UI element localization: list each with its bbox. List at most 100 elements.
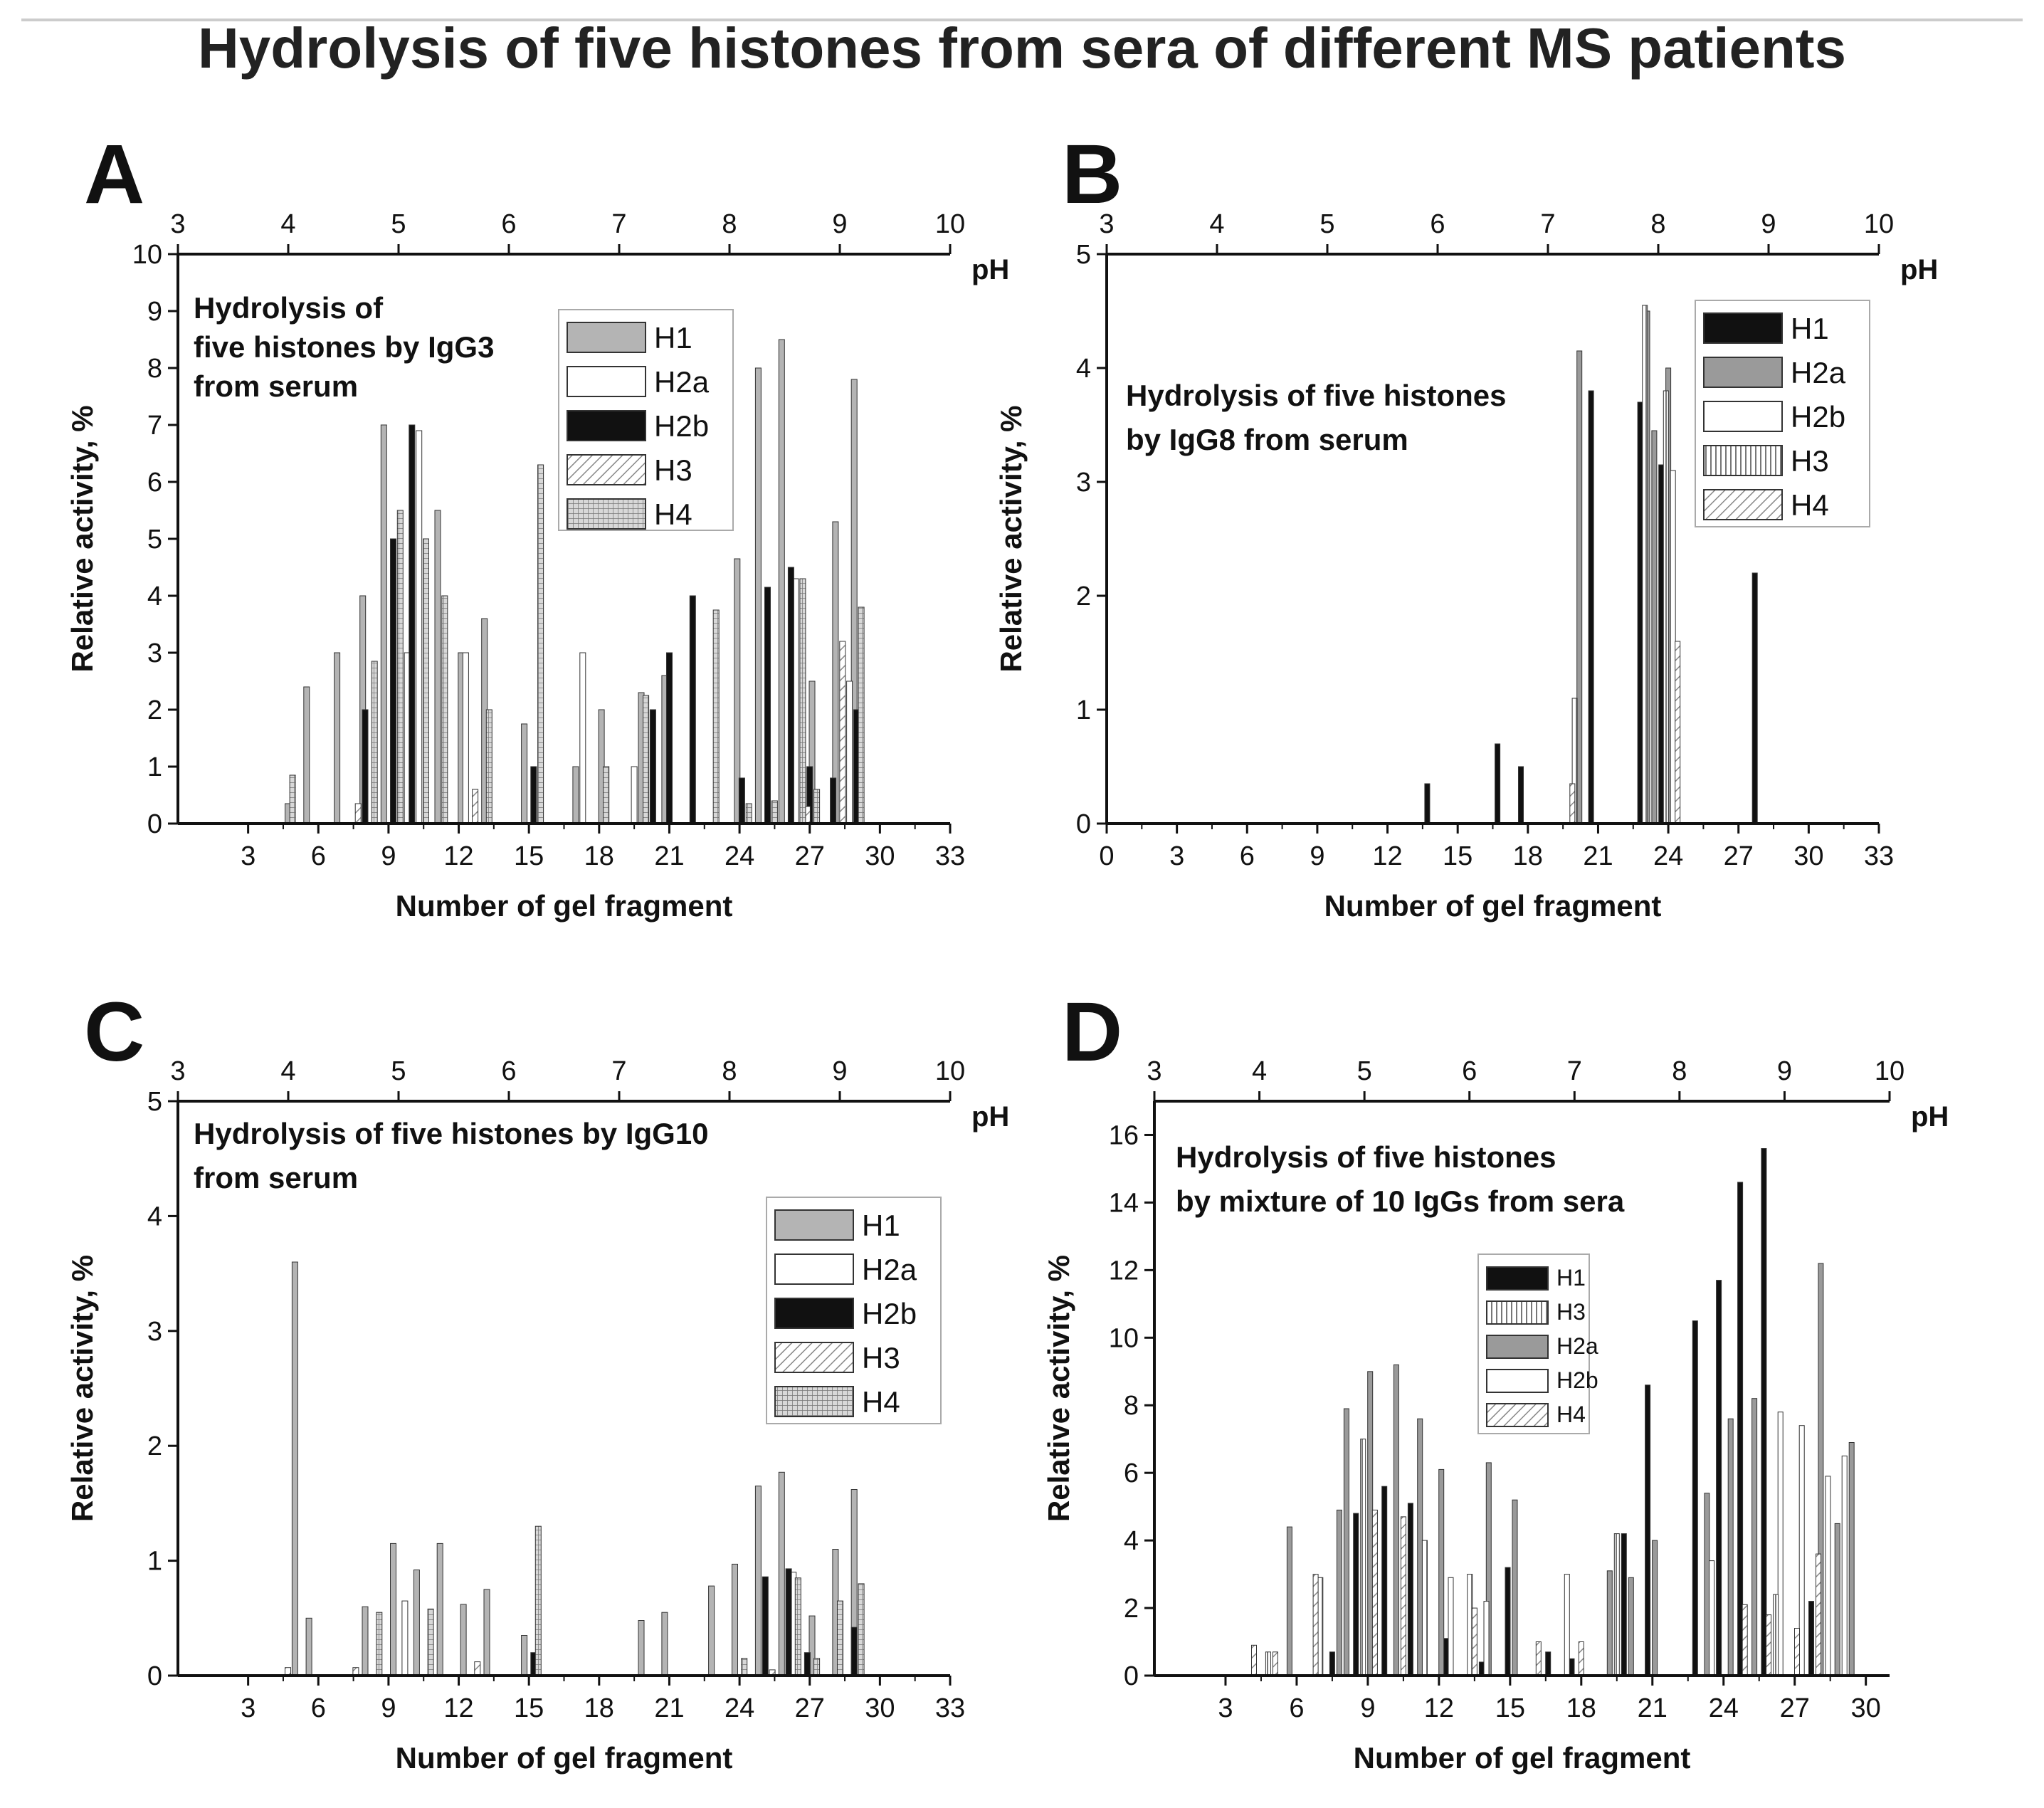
legend-label-h2b: H2b xyxy=(1556,1367,1598,1393)
bar-h1-3 xyxy=(1588,390,1594,824)
y-axis-label: Relative activity, % xyxy=(994,405,1028,672)
ph-tick-label: 8 xyxy=(1650,209,1665,239)
x-tick-label: 12 xyxy=(1424,1693,1454,1723)
bar-h1-1 xyxy=(1495,743,1501,824)
x-tick-label: 3 xyxy=(1218,1693,1233,1723)
figure-title: Hydrolysis of five histones from sera of… xyxy=(198,16,1846,80)
bar-h2a-0 xyxy=(401,1600,409,1676)
bar-h1-0 xyxy=(291,1261,298,1676)
panel-annotation: Hydrolysis of five histones by IgG10 xyxy=(194,1117,709,1150)
bar-h2a-16 xyxy=(1834,1523,1840,1676)
bar-h1-10 xyxy=(661,1612,668,1676)
x-tick-label: 0 xyxy=(1099,841,1114,871)
y-tick-label: 4 xyxy=(1076,354,1091,384)
bar-h4-6 xyxy=(1535,1641,1542,1676)
bar-h1-2 xyxy=(334,652,341,824)
bar-h4-5 xyxy=(485,709,492,824)
bar-h4-0 xyxy=(1569,783,1576,824)
x-tick-label: 15 xyxy=(514,841,544,871)
y-tick-label: 3 xyxy=(147,1317,162,1347)
bar-h2b-7 xyxy=(738,777,745,824)
x-tick-label: 27 xyxy=(1724,841,1754,871)
bar-h2a-8 xyxy=(1512,1499,1518,1676)
bar-h4-11 xyxy=(771,800,778,824)
y-tick-label: 8 xyxy=(147,354,162,384)
bar-h3-1 xyxy=(1642,305,1648,824)
bar-h3-0 xyxy=(1265,1651,1271,1676)
y-tick-label: 6 xyxy=(1124,1459,1139,1488)
bar-h1-13 xyxy=(1737,1182,1744,1676)
y-tick-label: 6 xyxy=(147,468,162,498)
y-tick-label: 2 xyxy=(147,695,162,725)
ph-tick-label: 4 xyxy=(1252,1056,1267,1086)
x-tick-label: 27 xyxy=(1780,1693,1810,1723)
y-tick-label: 5 xyxy=(147,1087,162,1117)
legend-label-h1: H1 xyxy=(1556,1265,1586,1291)
x-tick-label: 6 xyxy=(1289,1693,1304,1723)
bar-h2a-10 xyxy=(1628,1577,1634,1676)
bar-h2a-1 xyxy=(1336,1509,1342,1676)
y-tick-label: 2 xyxy=(1124,1594,1139,1624)
bar-h4-4 xyxy=(794,1577,801,1676)
x-tick-label: 33 xyxy=(935,841,965,871)
ph-tick-label: 7 xyxy=(611,1056,626,1086)
x-axis-label: Number of gel fragment xyxy=(396,1741,733,1775)
bar-h1-6 xyxy=(1751,572,1758,824)
legend-label-h2a: H2a xyxy=(1791,356,1846,389)
bar-h2b-3 xyxy=(804,1652,811,1676)
y-tick-label: 12 xyxy=(1109,1256,1139,1286)
bar-h1-9 xyxy=(572,766,579,824)
x-tick-label: 12 xyxy=(443,841,473,871)
bar-h1-11 xyxy=(708,1585,715,1676)
bar-h2a-13 xyxy=(1727,1418,1734,1676)
bar-h2b-3 xyxy=(530,766,537,824)
bar-h4-10 xyxy=(745,803,752,824)
legend-swatch-h3 xyxy=(774,1342,854,1373)
bar-h2b-1 xyxy=(762,1576,769,1676)
panel-letter-c: C xyxy=(84,985,144,1079)
ph-tick-label: 6 xyxy=(501,209,516,239)
bar-h4-9 xyxy=(712,609,720,824)
bar-h3-4 xyxy=(1467,1574,1473,1676)
bar-h2b-6 xyxy=(689,595,696,824)
bar-h1-13 xyxy=(754,1486,762,1676)
bar-h3-1 xyxy=(1317,1577,1324,1676)
bar-h4-10 xyxy=(1794,1628,1800,1676)
legend-swatch-h2a xyxy=(1703,357,1783,388)
legend-label-h2a: H2a xyxy=(862,1253,917,1286)
bar-h2a-2 xyxy=(462,652,469,824)
bar-h4-7 xyxy=(858,1583,865,1676)
legend-label-h2b: H2b xyxy=(1791,400,1845,433)
bar-h4-1 xyxy=(371,661,378,824)
x-tick-label: 15 xyxy=(514,1693,544,1723)
bar-h4-0 xyxy=(289,774,296,824)
y-tick-label: 3 xyxy=(1076,468,1091,498)
legend-swatch-h2b xyxy=(1703,401,1783,432)
bar-h1-2 xyxy=(1518,766,1524,824)
legend-label-h1: H1 xyxy=(862,1209,900,1242)
bar-h2b-0 xyxy=(1448,1577,1454,1676)
legend-swatch-h2b xyxy=(1486,1369,1549,1393)
bar-h1-12 xyxy=(1716,1280,1722,1676)
bar-h1-5 xyxy=(436,1542,443,1676)
bar-h2b-2 xyxy=(409,424,416,824)
y-tick-label: 1 xyxy=(1076,695,1091,725)
bar-h2b-1 xyxy=(390,538,396,824)
bar-h2a-0 xyxy=(1286,1526,1292,1676)
x-tick-label: 24 xyxy=(725,1693,754,1723)
bar-h1-5 xyxy=(1478,1661,1485,1676)
legend-swatch-h4 xyxy=(774,1386,854,1417)
bar-h1-6 xyxy=(1505,1567,1511,1676)
bar-h2b-4 xyxy=(850,1626,858,1676)
bar-h4-1 xyxy=(427,1608,434,1676)
x-tick-label: 6 xyxy=(311,841,326,871)
legend-label-h2a: H2a xyxy=(1556,1333,1598,1359)
bar-h1-7 xyxy=(483,1589,490,1676)
x-tick-label: 24 xyxy=(1709,1693,1739,1723)
bar-h2b-3 xyxy=(1709,1560,1715,1676)
bar-h2a-2 xyxy=(1651,430,1658,824)
ph-axis-label: pH xyxy=(971,1101,1009,1132)
ph-tick-label: 10 xyxy=(1864,209,1894,239)
x-axis-label: Number of gel fragment xyxy=(396,889,733,923)
